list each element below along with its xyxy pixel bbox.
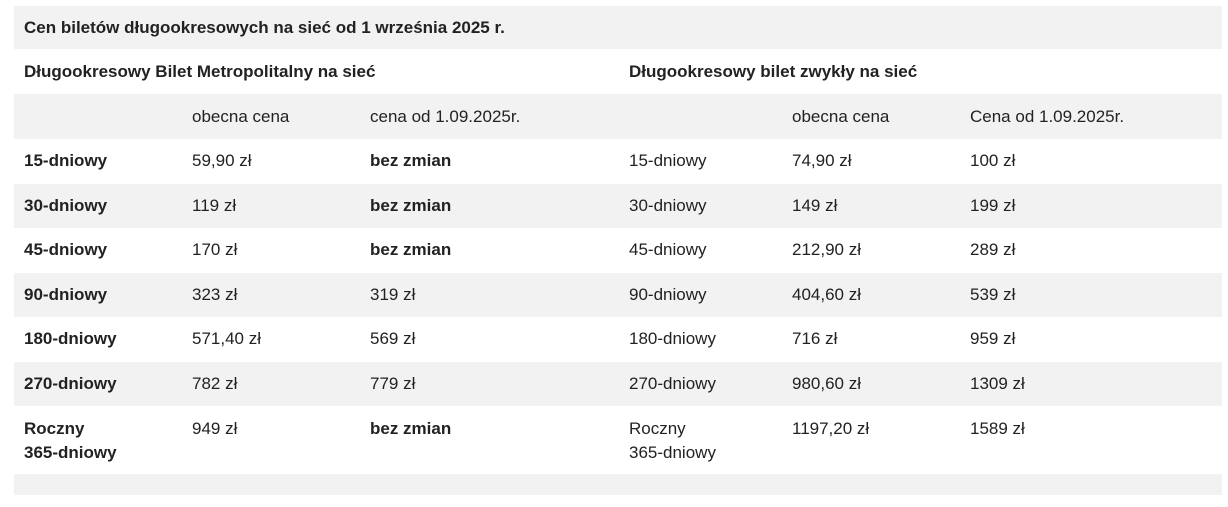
ticket-type: 270-dniowy — [24, 373, 117, 393]
table-row: 30-dniowy 119 zł bez zmian 30-dniowy 149… — [14, 183, 1222, 228]
regular-new-price: 289 zł — [970, 240, 1016, 260]
table-row: 90-dniowy 323 zł 319 zł 90-dniowy 404,60… — [14, 272, 1222, 317]
ticket-type: 30-dniowy — [24, 195, 108, 215]
regular-ticket-type-line1: Roczny — [629, 419, 686, 438]
header-right-current-price: obecna cena — [792, 106, 890, 126]
regular-ticket-type: 90-dniowy — [629, 284, 707, 304]
price-table: Cen biletów długookresowych na sieć od 1… — [14, 6, 1222, 495]
regular-current-price: 149 zł — [792, 195, 838, 215]
regular-new-price: 959 zł — [970, 329, 1016, 349]
regular-ticket-type: 30-dniowy — [629, 195, 707, 215]
regular-current-price: 716 zł — [792, 329, 838, 349]
column-header-row: obecna cena cena od 1.09.2025r. obecna c… — [14, 94, 1222, 139]
metropolitan-new-price: 779 zł — [370, 373, 416, 393]
ticket-type: 15-dniowy — [24, 151, 108, 171]
header-left-current-price: obecna cena — [192, 106, 290, 126]
regular-new-price: 1309 zł — [970, 373, 1025, 393]
regular-ticket-type: 15-dniowy — [629, 151, 707, 171]
metropolitan-current-price: 323 zł — [192, 284, 238, 304]
table-title-row: Cen biletów długookresowych na sieć od 1… — [14, 6, 1222, 49]
regular-current-price: 980,60 zł — [792, 373, 861, 393]
regular-current-price: 404,60 zł — [792, 284, 861, 304]
table-title: Cen biletów długookresowych na sieć od 1… — [24, 17, 505, 37]
metropolitan-current-price: 119 zł — [192, 195, 237, 215]
table-row: 270-dniowy 782 zł 779 zł 270-dniowy 980,… — [14, 361, 1222, 406]
regular-ticket-type: Roczny 365-dniowy — [629, 406, 789, 474]
table-row: 15-dniowy 59,90 zł bez zmian 15-dniowy 7… — [14, 139, 1222, 184]
metropolitan-current-price: 571,40 zł — [192, 329, 261, 349]
table-footer — [14, 474, 1222, 495]
table-row: Roczny 365-dniowy 949 zł bez zmian Roczn… — [14, 406, 1222, 474]
regular-new-price: 539 zł — [970, 284, 1016, 304]
table-row: 180-dniowy 571,40 zł 569 zł 180-dniowy 7… — [14, 317, 1222, 362]
metropolitan-new-price: bez zmian — [370, 419, 452, 438]
regular-ticket-type: 180-dniowy — [629, 329, 716, 349]
group-header-metropolitan: Długookresowy Bilet Metropolitalny na si… — [24, 61, 376, 81]
regular-ticket-type: 270-dniowy — [629, 373, 716, 393]
regular-ticket-type-line2: 365-dniowy — [629, 443, 716, 462]
metropolitan-current-price: 59,90 zł — [192, 151, 252, 171]
regular-current-price: 212,90 zł — [792, 240, 861, 260]
regular-current-price: 1197,20 zł — [792, 419, 870, 438]
ticket-type-line1: Roczny — [24, 419, 85, 438]
metropolitan-new-price: bez zmian — [370, 151, 452, 171]
metropolitan-current-price: 949 zł — [192, 419, 238, 438]
regular-new-price: 199 zł — [970, 195, 1016, 215]
metropolitan-new-price: 319 zł — [370, 284, 416, 304]
regular-new-price: 100 zł — [970, 151, 1016, 171]
group-header-row: Długookresowy Bilet Metropolitalny na si… — [14, 49, 1222, 94]
regular-current-price: 74,90 zł — [792, 151, 852, 171]
regular-new-price: 1589 zł — [970, 419, 1025, 438]
ticket-type: 90-dniowy — [24, 284, 108, 304]
metropolitan-current-price: 170 zł — [192, 240, 238, 260]
table-row: 45-dniowy 170 zł bez zmian 45-dniowy 212… — [14, 228, 1222, 273]
header-left-new-price: cena od 1.09.2025r. — [370, 106, 521, 126]
metropolitan-current-price: 782 zł — [192, 373, 238, 393]
header-right-new-price: Cena od 1.09.2025r. — [970, 106, 1125, 126]
ticket-type-line2: 365-dniowy — [24, 443, 117, 462]
ticket-type: 45-dniowy — [24, 240, 108, 260]
metropolitan-new-price: 569 zł — [370, 329, 416, 349]
ticket-type: Roczny 365-dniowy — [24, 406, 184, 474]
regular-ticket-type: 45-dniowy — [629, 240, 707, 260]
ticket-type: 180-dniowy — [24, 329, 117, 349]
group-header-regular: Długookresowy bilet zwykły na sieć — [629, 61, 918, 81]
metropolitan-new-price: bez zmian — [370, 240, 452, 260]
metropolitan-new-price: bez zmian — [370, 195, 452, 215]
